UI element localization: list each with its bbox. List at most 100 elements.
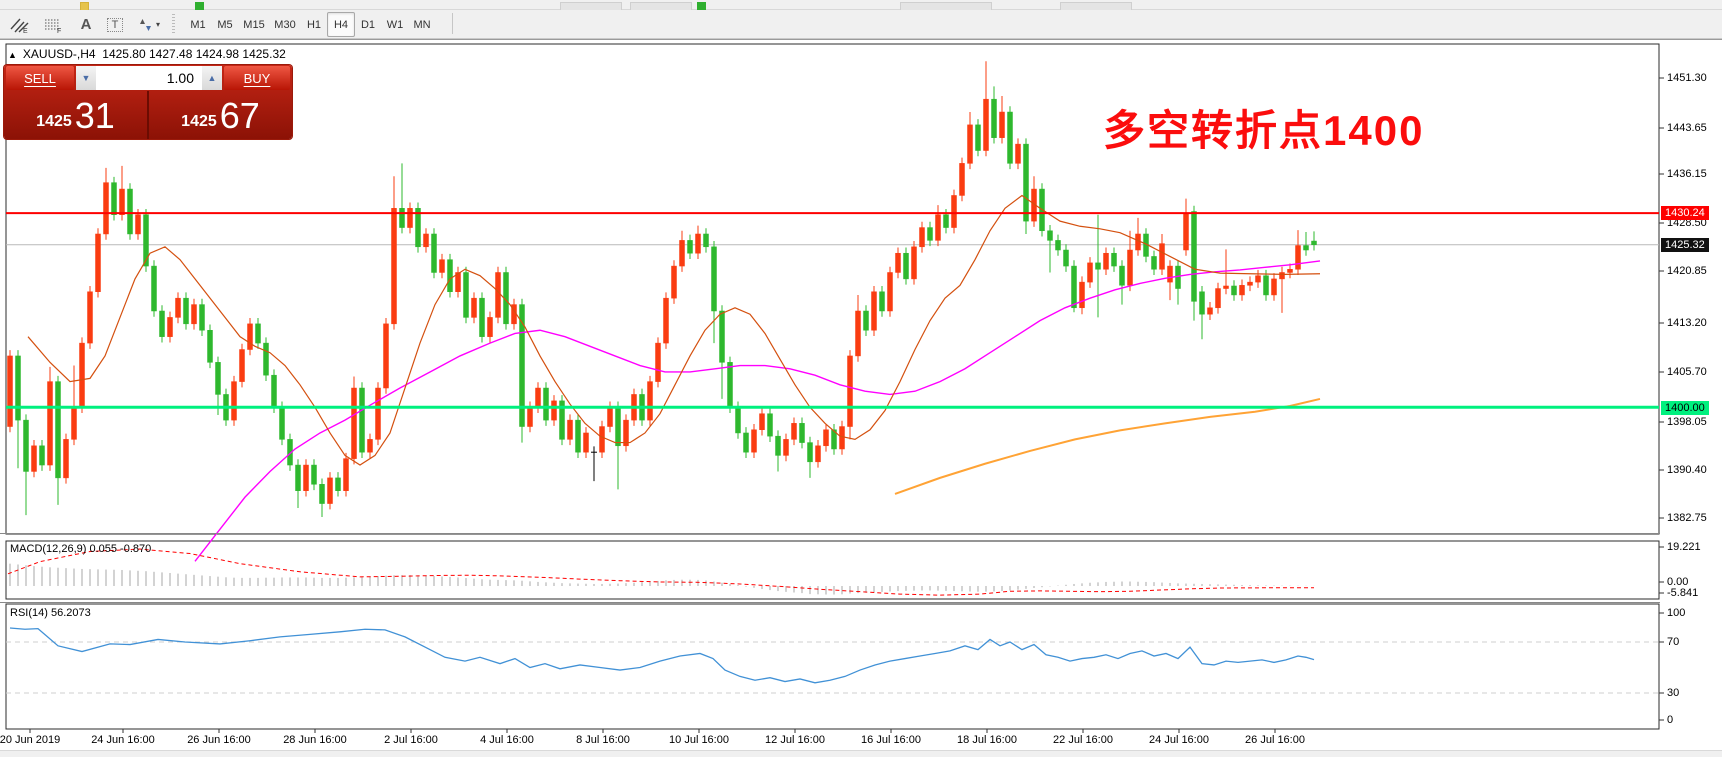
sell-button[interactable]: SELL bbox=[6, 66, 74, 90]
candle-body bbox=[415, 208, 421, 248]
candle-body bbox=[271, 374, 277, 408]
candle-body bbox=[207, 330, 213, 363]
candle-body bbox=[327, 477, 333, 504]
toolbar-fragment bbox=[900, 2, 992, 10]
candle-body bbox=[1159, 243, 1165, 270]
candle-body bbox=[487, 317, 493, 337]
candle-body bbox=[1047, 230, 1053, 241]
candle-body bbox=[735, 407, 741, 434]
price-axis-label: 1436.15 bbox=[1667, 168, 1707, 180]
volume-input[interactable]: 1.00 bbox=[96, 66, 202, 90]
candle-body bbox=[983, 98, 989, 151]
candle-body bbox=[823, 429, 829, 447]
buy-price-display[interactable]: 1425 67 bbox=[149, 91, 292, 139]
candle-body bbox=[1215, 288, 1221, 309]
candle-body bbox=[943, 214, 949, 228]
ma-slow-line bbox=[894, 397, 1321, 495]
candle-body bbox=[391, 208, 397, 325]
candle-body bbox=[527, 407, 533, 427]
candle-body bbox=[599, 426, 605, 453]
timeframe-button-m5[interactable]: M5 bbox=[217, 18, 233, 31]
timeframe-button-m1[interactable]: M1 bbox=[190, 18, 206, 31]
candle-body bbox=[927, 227, 933, 241]
equidistant-channel-icon[interactable]: E bbox=[4, 11, 36, 38]
candle-body bbox=[1175, 265, 1181, 289]
candle-body bbox=[1071, 265, 1077, 309]
time-axis-label: 12 Jul 16:00 bbox=[765, 734, 825, 746]
candle-body bbox=[39, 445, 45, 466]
pane-splitter-rsi[interactable] bbox=[0, 602, 1660, 603]
buy-price-small: 1425 bbox=[181, 113, 217, 130]
candle-body bbox=[247, 323, 253, 350]
chart-canvas[interactable] bbox=[0, 40, 1722, 756]
volume-decrease-button[interactable]: ▼ bbox=[76, 66, 96, 90]
candle-body bbox=[367, 439, 373, 453]
candle-body bbox=[583, 432, 589, 453]
candle-body bbox=[359, 387, 365, 453]
candle-body bbox=[847, 355, 853, 427]
candle-body bbox=[287, 439, 293, 466]
candle-body bbox=[159, 310, 165, 337]
candle-body bbox=[743, 432, 749, 453]
candle-body bbox=[999, 111, 1005, 138]
candle-body bbox=[775, 435, 781, 456]
candle-body bbox=[703, 233, 709, 248]
timeframe-button-h4[interactable]: H4 bbox=[327, 12, 355, 37]
fibonacci-retracement-icon[interactable]: F bbox=[38, 11, 70, 38]
arrow-tools-icon[interactable]: ▾ bbox=[130, 11, 168, 38]
candle-body bbox=[1279, 272, 1285, 280]
time-axis-label: 24 Jun 16:00 bbox=[91, 734, 155, 746]
svg-text:E: E bbox=[23, 28, 28, 33]
candle-body bbox=[751, 429, 757, 453]
candle-body bbox=[1015, 143, 1021, 164]
candle-body bbox=[375, 387, 381, 440]
time-axis-label: 18 Jul 16:00 bbox=[957, 734, 1017, 746]
timeframe-button-mn[interactable]: MN bbox=[413, 18, 431, 31]
candle-body bbox=[863, 310, 869, 331]
text-label-icon[interactable]: A bbox=[72, 11, 100, 38]
rsi-axis-label: 70 bbox=[1667, 636, 1680, 648]
panel-divider bbox=[147, 91, 149, 139]
time-axis-label: 22 Jul 16:00 bbox=[1053, 734, 1113, 746]
candle-body bbox=[1079, 281, 1085, 309]
candle-body bbox=[559, 400, 565, 440]
buy-button[interactable]: BUY bbox=[224, 66, 290, 90]
candle-body bbox=[535, 387, 541, 408]
timeframe-button-w1[interactable]: W1 bbox=[386, 18, 404, 31]
sell-price-big: 31 bbox=[74, 95, 115, 136]
candle-body bbox=[63, 439, 69, 479]
macd-indicator-label: MACD(12,26,9) 0.055 -0.870 bbox=[10, 543, 152, 555]
text-box-icon[interactable]: T bbox=[100, 11, 130, 38]
clipped-upper-toolbar bbox=[0, 0, 1722, 10]
timeframe-button-m15[interactable]: M15 bbox=[243, 18, 265, 31]
timeframe-button-h1[interactable]: H1 bbox=[306, 18, 322, 31]
candle-body bbox=[1063, 249, 1069, 267]
candle-body bbox=[911, 246, 917, 280]
sell-price-display[interactable]: 1425 31 bbox=[4, 91, 147, 139]
candle-body bbox=[383, 323, 389, 389]
volume-increase-button[interactable]: ▲ bbox=[202, 66, 222, 90]
candle-body bbox=[119, 188, 125, 215]
candle-body bbox=[543, 387, 549, 421]
macd-pane-border bbox=[5, 540, 1660, 600]
candle-body bbox=[1231, 285, 1237, 296]
time-axis-label: 26 Jul 16:00 bbox=[1245, 734, 1305, 746]
timeframe-button-d1[interactable]: D1 bbox=[360, 18, 376, 31]
collapse-arrow-icon[interactable]: ▲ bbox=[8, 50, 17, 60]
candle-body bbox=[239, 349, 245, 382]
candle-body bbox=[431, 233, 437, 273]
candle-body bbox=[1271, 278, 1277, 296]
candle-body bbox=[95, 233, 101, 292]
candle-body bbox=[1119, 265, 1125, 286]
candle-body bbox=[1135, 233, 1141, 251]
toolbar-grip[interactable] bbox=[172, 14, 175, 33]
price-axis-label: 1382.75 bbox=[1667, 512, 1707, 524]
candle-body bbox=[1287, 269, 1293, 273]
pane-splitter-macd[interactable] bbox=[0, 533, 1660, 534]
candle-body bbox=[767, 413, 773, 437]
status-bar-fragment bbox=[0, 750, 1722, 757]
candle-body bbox=[1255, 275, 1261, 283]
candle-body bbox=[831, 429, 837, 450]
rsi-axis-label: 30 bbox=[1667, 687, 1680, 699]
timeframe-button-m30[interactable]: M30 bbox=[274, 18, 296, 31]
